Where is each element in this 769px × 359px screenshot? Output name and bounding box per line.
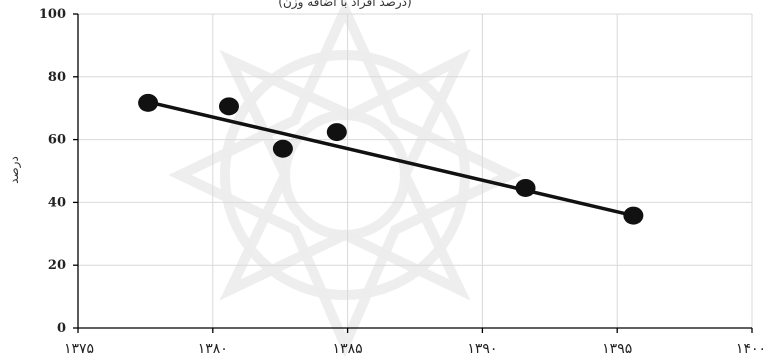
data-point [218, 97, 239, 116]
grid-lines [78, 13, 753, 328]
watermark-rosette [168, 0, 522, 358]
x-tick-label: ۱۳۸۰ [198, 341, 228, 357]
data-points [138, 93, 644, 225]
trendline [147, 100, 634, 218]
x-tick-label: ۱۳۷۵ [64, 341, 94, 357]
x-tick-label: ۱۳۹۵ [602, 341, 632, 357]
data-point [272, 139, 293, 158]
data-point [138, 93, 159, 112]
x-tick-label: ۱۳۹۰ [467, 341, 497, 357]
x-tick-labels: ۱۳۷۵ ۱۳۸۰ ۱۳۸۵ ۱۳۹۰ ۱۳۹۵ ۱۴۰۰ [64, 341, 766, 357]
y-tick-label: 0 [57, 321, 66, 336]
axes [73, 13, 753, 333]
y-tick-label: 60 [48, 133, 66, 148]
y-tick-label: 80 [48, 70, 66, 85]
y-tick-label: 100 [39, 7, 66, 22]
y-tick-label: 40 [48, 195, 66, 210]
data-point [623, 206, 644, 225]
chart-title: (درصد افراد با اضافه وزن) [278, 0, 411, 10]
data-point [515, 178, 536, 197]
x-tick-label: ۱۴۰۰ [736, 341, 766, 357]
y-tick-label: 20 [48, 258, 66, 273]
y-axis-label: درصد [7, 156, 22, 184]
y-tick-labels: 0 20 40 60 80 100 [39, 7, 66, 336]
trend-line [147, 100, 634, 218]
x-tick-label: ۱۳۸۵ [333, 341, 363, 357]
data-point [326, 123, 347, 142]
